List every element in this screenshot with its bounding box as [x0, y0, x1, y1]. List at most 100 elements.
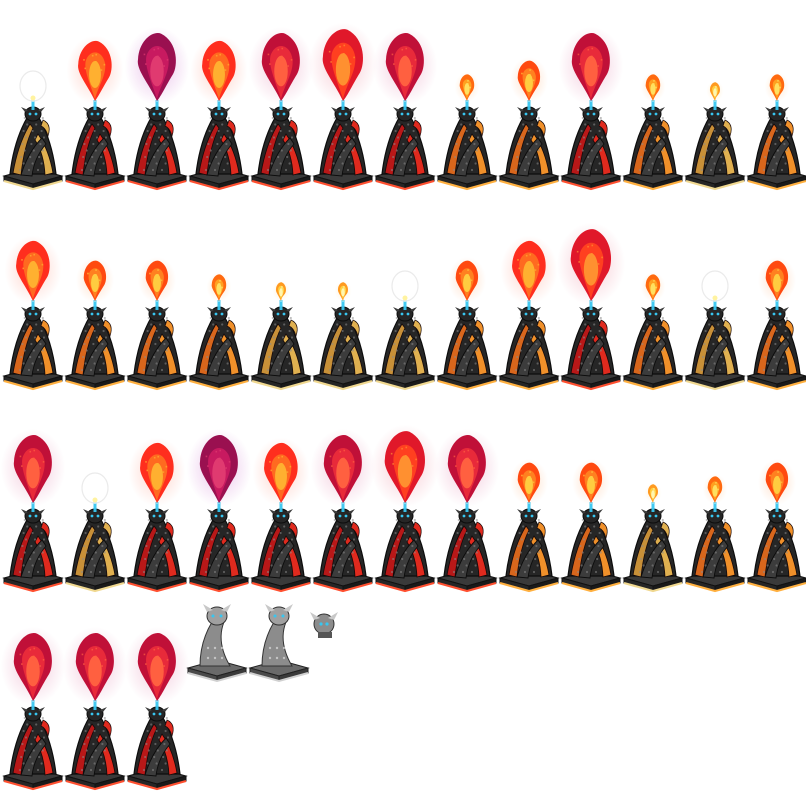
sprite-frame-r3-c4	[186, 392, 252, 593]
statue	[374, 106, 436, 191]
flame-icon	[370, 424, 440, 512]
flame-icon	[308, 22, 378, 110]
sprite-frame-r2-c11	[622, 190, 684, 391]
sprite-frame-r3-c11	[622, 392, 684, 593]
sprite-frame-r1-c3	[124, 0, 190, 191]
flame-icon	[558, 26, 624, 110]
serpent-fountain-sprite	[622, 72, 684, 191]
serpent-fountain-sprite	[248, 26, 314, 191]
sprite-frame-r2-c10	[556, 190, 626, 391]
serpent-fountain-sprite	[372, 26, 438, 191]
flame-icon	[0, 626, 66, 710]
statue	[746, 508, 806, 593]
statue	[188, 508, 250, 593]
sprite-frame-r1-c2	[64, 0, 126, 191]
flame-icon	[510, 57, 548, 110]
serpent-fountain-sprite	[498, 57, 560, 191]
serpent-fountain-sprite	[250, 437, 312, 593]
flame-icon	[272, 280, 290, 310]
flame-icon	[128, 437, 186, 512]
flame-icon	[66, 35, 124, 110]
sprite-frame-r2-c2	[64, 190, 126, 391]
sprite-frame-r3-c8	[434, 392, 500, 593]
flame-icon	[372, 26, 438, 110]
serpent-fountain-sprite	[312, 280, 374, 391]
flame-icon	[758, 459, 796, 512]
statue	[2, 508, 64, 593]
sprite-frame-r1-c13	[746, 0, 806, 191]
sprite-frame-r3-c6	[310, 392, 376, 593]
sprite-frame-r3-c9	[498, 392, 560, 593]
flame-icon	[4, 235, 62, 310]
statue	[250, 306, 312, 391]
sprite-frame-r3-c5	[250, 392, 312, 593]
statue	[560, 106, 622, 191]
flame-icon	[124, 626, 190, 710]
serpent-fountain-sprite	[684, 270, 746, 391]
sprite-frame-r3-c1	[0, 392, 66, 593]
sprite-frame-r2-c6	[312, 190, 374, 391]
statue	[622, 306, 684, 391]
sprite-frame-r2-c8	[436, 190, 498, 391]
flame-icon	[448, 257, 486, 310]
statue	[436, 106, 498, 191]
serpent-fountain-sprite	[2, 70, 64, 191]
serpent-fountain-sprite	[64, 472, 126, 593]
serpent-fountain-sprite	[436, 72, 498, 191]
serpent-fountain-sprite	[434, 428, 500, 593]
sprite-frame-r1-c10	[558, 0, 624, 191]
statue	[64, 306, 126, 391]
flame-icon	[206, 272, 232, 310]
serpent-fountain-sprite	[558, 26, 624, 191]
flame-icon	[701, 270, 729, 310]
sprite-frame-r1-c12	[684, 0, 746, 191]
statue	[312, 508, 374, 593]
statue	[560, 508, 622, 593]
statue	[250, 106, 312, 191]
sprite-frame-r2-c4	[188, 190, 250, 391]
serpent-fountain-sprite	[746, 459, 806, 593]
serpent-fountain-sprite	[124, 26, 190, 191]
grey-serpent-sprite	[310, 612, 338, 638]
flame-icon	[0, 428, 66, 512]
statue	[498, 306, 560, 391]
serpent-fountain-sprite	[560, 459, 622, 593]
statue	[560, 306, 622, 391]
statue	[188, 306, 250, 391]
flame-icon	[248, 26, 314, 110]
statue	[126, 106, 188, 191]
statue	[498, 508, 560, 593]
serpent-fountain-sprite	[0, 626, 66, 791]
serpent-fountain-sprite	[746, 257, 806, 391]
sprite-frame-r2-c13	[746, 190, 806, 391]
grey-serpent-sprite	[186, 604, 248, 683]
sprite-frame-r2-c9	[498, 190, 560, 391]
statue	[746, 306, 806, 391]
statue	[64, 106, 126, 191]
flame-icon	[702, 474, 728, 512]
sprite-frame-r3-c13	[746, 392, 806, 593]
flame-icon	[758, 257, 796, 310]
flame-icon	[190, 35, 248, 110]
sprite-frame-r1-c5	[248, 0, 314, 191]
sprite-frame-r2-c7	[374, 190, 436, 391]
sprite-frame-r1-c1	[2, 0, 64, 191]
serpent-fountain-sprite	[746, 72, 806, 191]
serpent-fountain-sprite	[64, 35, 126, 191]
serpent-fountain-sprite	[0, 428, 66, 593]
sprite-frame-r3-c2	[64, 392, 126, 593]
sprite-frame-r3-c7	[370, 392, 440, 593]
flame-icon	[19, 70, 47, 110]
serpent-fountain-sprite	[684, 80, 746, 191]
serpent-fountain-sprite	[436, 257, 498, 391]
flame-icon	[764, 72, 790, 110]
sprite-frame-r2-c1	[2, 190, 64, 391]
statue	[2, 306, 64, 391]
serpent-fountain-sprite	[126, 257, 188, 391]
statue	[684, 306, 746, 391]
serpent-fountain-sprite	[188, 272, 250, 391]
sprite-frame-r4-c1	[0, 590, 66, 791]
serpent-fountain-sprite	[186, 428, 252, 593]
statue	[188, 106, 250, 191]
